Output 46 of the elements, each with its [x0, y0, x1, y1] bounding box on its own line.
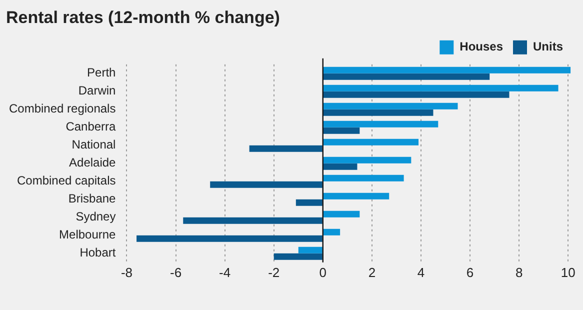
bar: [323, 192, 390, 200]
bar: [136, 235, 322, 242]
bar: [323, 102, 458, 110]
bar: [323, 120, 438, 128]
x-tick-label: -2: [268, 264, 280, 280]
bar: [323, 174, 404, 182]
y-tick-label: National: [72, 138, 116, 152]
x-tick-label: 8: [515, 264, 523, 280]
y-tick-label: Adelaide: [69, 156, 116, 170]
x-tick-label: 2: [368, 264, 376, 280]
y-tick-label: Brisbane: [68, 192, 116, 206]
bar: [323, 84, 558, 92]
bar: [183, 217, 322, 224]
x-tick-label: -6: [170, 264, 182, 280]
legend-label: Units: [533, 40, 564, 54]
bar: [323, 228, 340, 236]
bar: [323, 127, 360, 134]
bar: [323, 210, 360, 218]
y-tick-label: Sydney: [76, 210, 116, 224]
x-tick-label: -8: [120, 264, 133, 280]
bar: [323, 73, 490, 80]
y-tick-label: Hobart: [80, 246, 116, 260]
y-tick-label: Perth: [87, 66, 116, 80]
y-tick-label: Combined capitals: [17, 174, 116, 188]
bar: [323, 66, 571, 74]
bar: [210, 181, 322, 188]
y-tick-label: Melbourne: [59, 228, 116, 242]
y-tick-label: Combined regionals: [8, 102, 116, 116]
x-tick-label: -4: [219, 264, 231, 280]
bar: [323, 163, 358, 170]
bar: [298, 246, 322, 254]
x-tick-label: 4: [417, 264, 425, 280]
bar: [323, 138, 419, 146]
chart-title: Rental rates (12-month % change): [6, 8, 280, 27]
bar: [296, 199, 322, 206]
bar: [323, 156, 412, 164]
bar: [323, 91, 510, 98]
x-tick-label: 6: [466, 264, 474, 280]
x-tick-label: 0: [319, 264, 327, 280]
bar: [274, 253, 322, 260]
bar: [323, 109, 434, 116]
x-tick-label: 10: [560, 264, 576, 280]
bar: [249, 145, 322, 152]
y-tick-label: Darwin: [78, 84, 116, 98]
y-tick-label: Canberra: [66, 120, 116, 134]
legend-label: Houses: [460, 40, 504, 54]
